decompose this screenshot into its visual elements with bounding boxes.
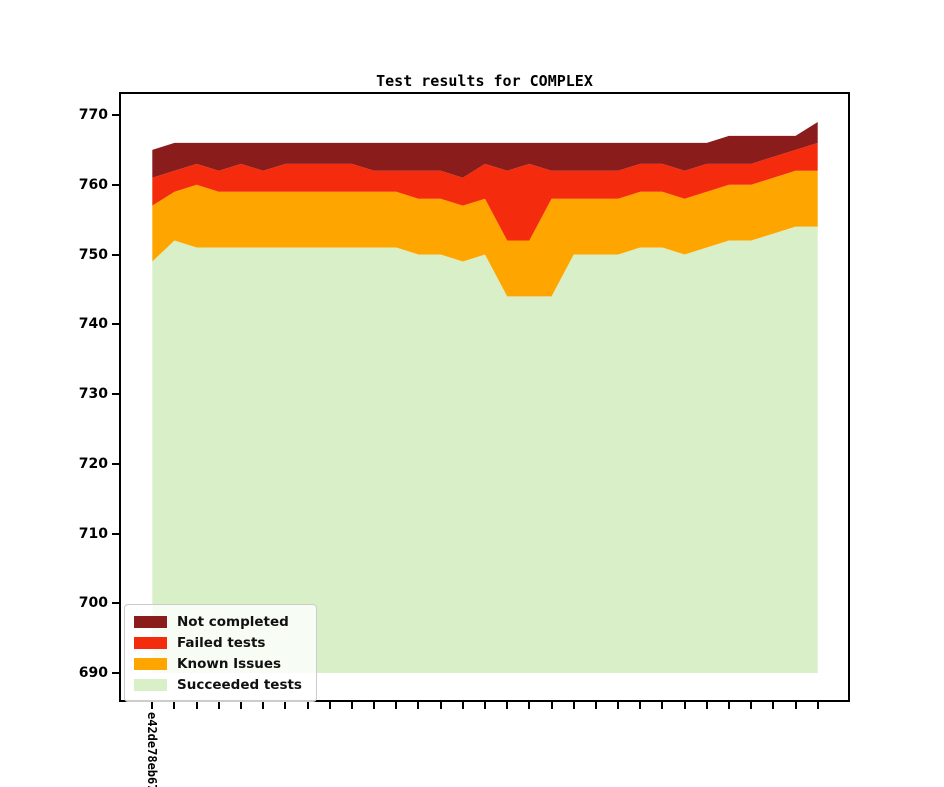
legend-item-not_completed: Not completed (134, 613, 302, 630)
y-tick-label-770: 770 (78, 107, 108, 123)
legend-label: Succeeded tests (177, 676, 302, 693)
x-tick-mark (617, 702, 620, 709)
x-tick-mark (439, 702, 442, 709)
x-tick-mark (572, 702, 575, 709)
legend-item-known_issues: Known Issues (134, 655, 302, 672)
x-tick-mark (683, 702, 686, 709)
legend-swatch-succeeded_tests (134, 678, 167, 691)
x-tick-mark (794, 702, 797, 709)
y-tick-label-740: 740 (78, 316, 108, 333)
x-tick-mark (594, 702, 597, 709)
y-tick-mark (112, 462, 119, 465)
x-tick-mark (395, 702, 398, 709)
x-tick-mark (461, 702, 464, 709)
legend-label: Not completed (177, 613, 289, 630)
x-tick-mark (772, 702, 775, 709)
legend: Not completed Failed tests Known Issues Suc… (124, 604, 317, 702)
area-band-succeeded_tests (152, 226, 818, 673)
y-tick-label-700: 700 (78, 595, 108, 612)
y-tick-mark (112, 602, 119, 605)
x-tick-mark (240, 702, 243, 709)
stacked-area-plot (152, 121, 818, 673)
x-tick-mark (350, 702, 353, 709)
y-tick-label-710: 710 (78, 525, 108, 542)
x-tick-mark (151, 702, 154, 709)
x-axis-first-tick-label: e42de78eb67 (145, 712, 160, 787)
legend-item-failed_tests: Failed tests (134, 634, 302, 651)
y-tick-mark (112, 114, 119, 116)
x-tick-mark (816, 702, 819, 709)
x-tick-mark (528, 702, 531, 709)
legend-swatch-failed_tests (134, 636, 167, 649)
y-tick-label-720: 720 (78, 455, 108, 472)
area-band-known_issues (152, 170, 818, 297)
y-tick-mark (112, 253, 119, 256)
x-tick-mark (506, 702, 509, 709)
x-tick-mark (262, 702, 265, 709)
y-tick-mark (112, 532, 119, 535)
x-tick-mark (550, 702, 553, 709)
y-tick-label-730: 730 (78, 386, 108, 402)
legend-label: Failed tests (177, 634, 266, 651)
x-tick-mark (705, 702, 708, 709)
area-band-failed_tests (152, 142, 818, 241)
x-tick-mark (417, 702, 420, 709)
y-tick-mark (112, 672, 119, 674)
x-tick-mark (661, 702, 664, 709)
x-tick-mark (727, 702, 730, 709)
x-tick-mark (173, 702, 176, 709)
x-tick-mark (284, 702, 287, 709)
y-tick-label-690: 690 (78, 665, 108, 681)
x-tick-mark (195, 702, 198, 709)
y-tick-mark (112, 393, 119, 395)
x-tick-mark (328, 702, 331, 709)
y-tick-label-760: 760 (78, 176, 108, 193)
legend-swatch-not_completed (134, 615, 167, 628)
plot-area (119, 92, 850, 702)
x-tick-mark (306, 702, 309, 709)
x-tick-mark (373, 702, 376, 709)
legend-swatch-known_issues (134, 657, 167, 670)
y-tick-mark (112, 183, 119, 186)
x-tick-mark (217, 702, 220, 709)
x-tick-mark (750, 702, 753, 709)
chart-title: Test results for COMPLEX (376, 72, 593, 90)
y-tick-mark (112, 323, 119, 326)
x-tick-mark (484, 702, 486, 709)
area-band-not_completed (152, 121, 818, 178)
y-tick-label-750: 750 (78, 246, 108, 263)
legend-label: Known Issues (177, 655, 282, 672)
legend-item-succeeded_tests: Succeeded tests (134, 676, 302, 693)
x-tick-mark (639, 702, 642, 709)
